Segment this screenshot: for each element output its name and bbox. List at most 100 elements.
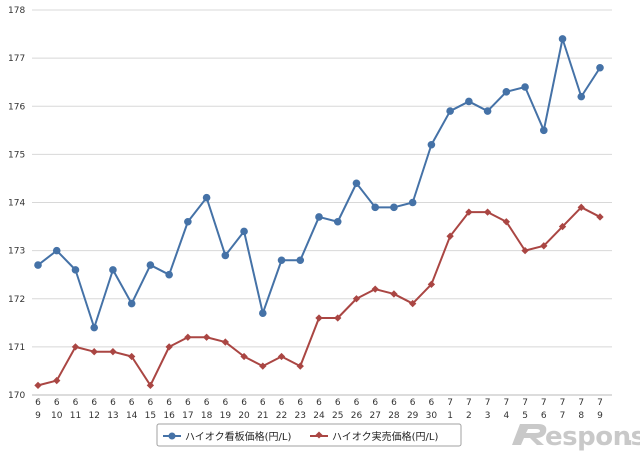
legend-marker-jitsubai [315,431,323,439]
x-tick-label-day: 6 [541,411,547,421]
data-point [483,107,492,115]
x-tick-label-day: 10 [51,411,63,421]
x-tick-label-month: 6 [35,398,41,408]
y-axis-ticks: 170 171 172 173 174 175 176 177 178 [8,6,25,401]
x-tick-label-month: 7 [447,398,453,408]
data-point [446,232,454,240]
data-point [240,227,248,236]
x-tick-label-month: 6 [354,398,360,408]
data-point [408,299,417,308]
x-tick-label-month: 6 [129,398,135,408]
series-layer [34,35,604,390]
legend-box [156,423,462,447]
logo-r-mark [512,424,547,445]
data-point [558,222,567,231]
data-point [34,261,42,269]
data-point [334,314,342,322]
x-tick-label-day: 7 [560,411,566,421]
x-tick-label-month: 6 [185,398,191,408]
logo-dot: . [624,422,634,452]
y-tick-label: 171 [8,343,25,353]
x-tick-label-month: 6 [204,398,210,408]
data-point [596,213,604,221]
x-tick-label-month: 7 [578,398,584,408]
data-point [465,97,473,106]
response-logo: esponse . [512,422,640,452]
x-tick-label-day: 11 [70,411,81,421]
x-tick-label-day: 27 [369,411,380,421]
x-tick-label-month: 6 [279,398,285,408]
data-point [577,203,585,211]
x-tick-label-day: 23 [295,411,306,421]
x-tick-label-day: 3 [485,411,491,421]
legend-label-jitsubai: ハイオク実売価格(円/L) [332,430,438,443]
data-point [127,299,136,308]
x-tick-label-month: 7 [597,398,603,408]
data-point [296,256,305,265]
data-point [52,246,61,255]
x-tick-label-month: 6 [73,398,79,408]
data-point [277,256,286,265]
series-line-2 [37,206,601,387]
data-point [540,242,548,250]
x-tick-label-day: 13 [107,411,118,421]
x-tick-label-day: 25 [332,411,343,421]
data-point [53,376,61,385]
data-point [277,352,286,361]
x-tick-label-day: 9 [35,411,41,421]
data-point [109,266,117,274]
x-tick-label-day: 4 [503,411,509,421]
data-point [202,193,211,202]
x-tick-label-day: 2 [466,411,472,421]
x-tick-label-day: 26 [351,411,363,421]
legend-marker-kanban [168,432,176,440]
x-tick-label-month: 6 [148,398,154,408]
y-tick-label: 170 [8,391,25,401]
x-tick-label-month: 7 [466,398,472,408]
data-point [427,280,436,288]
x-axis-ticks: 6961061161261361461561661761861962062162… [35,398,603,421]
data-point [540,126,548,135]
legend-label-kanban: ハイオク看板価格(円/L) [185,430,291,443]
data-point [296,362,304,370]
data-point [465,208,473,216]
data-point [71,343,80,351]
x-tick-label-day: 14 [126,411,138,421]
x-tick-label-month: 6 [429,398,435,408]
data-point [127,352,136,361]
x-tick-label-month: 6 [335,398,341,408]
y-tick-label: 176 [8,102,25,112]
x-tick-label-month: 6 [166,398,172,408]
data-point [165,270,173,279]
x-tick-label-day: 22 [276,411,287,421]
x-tick-label-day: 16 [163,411,175,421]
y-tick-label: 173 [8,247,25,257]
x-tick-label-month: 6 [372,398,378,408]
data-point [34,381,42,390]
x-tick-label-month: 6 [91,398,97,408]
data-point [352,179,361,188]
data-point [221,338,230,346]
y-tick-label: 177 [8,54,25,64]
data-point [146,261,155,269]
x-tick-label-day: 17 [182,411,193,421]
data-point [90,323,98,332]
series-line-1 [37,37,601,329]
x-tick-label-day: 24 [313,411,325,421]
data-point [165,343,173,351]
data-point [109,348,117,356]
x-tick-label-day: 21 [257,411,268,421]
x-tick-label-day: 29 [407,411,419,421]
data-point [427,140,436,149]
data-point [521,246,529,255]
data-point [577,92,586,101]
y-tick-label: 178 [8,6,25,16]
x-tick-label-day: 5 [522,411,528,421]
x-tick-label-month: 6 [316,398,322,408]
data-point [202,333,211,341]
x-tick-label-month: 7 [485,398,491,408]
x-tick-label-month: 6 [297,398,303,408]
data-point [240,352,248,361]
data-point [558,35,567,43]
